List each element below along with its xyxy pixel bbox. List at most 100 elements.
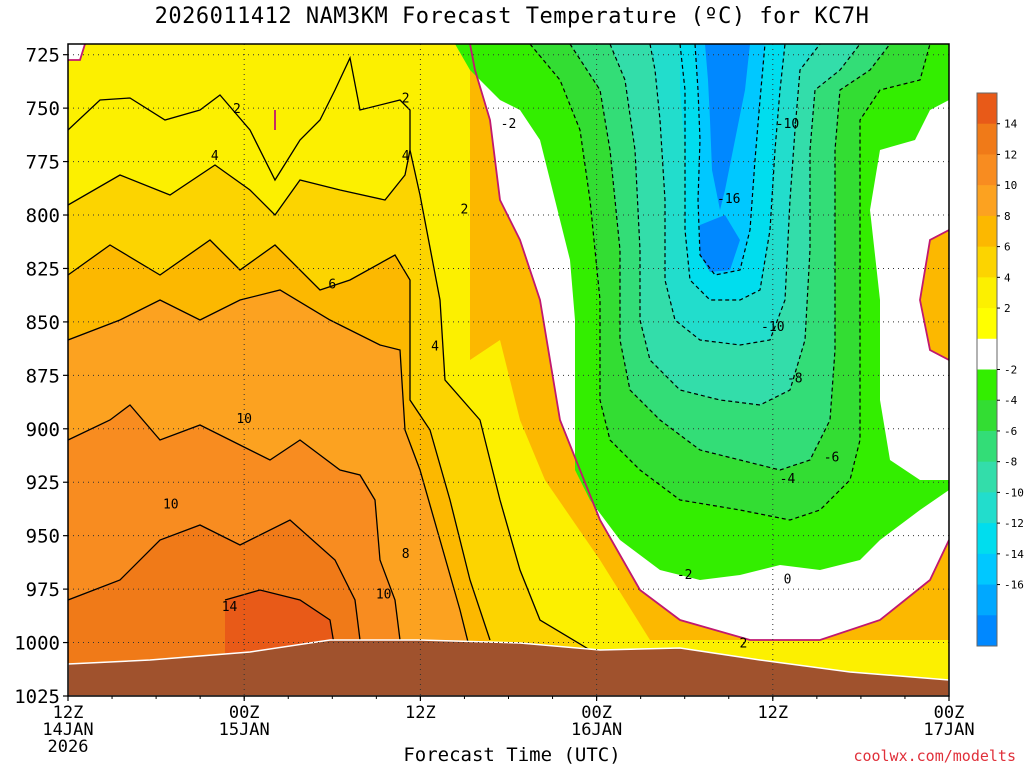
colorbar-swatch [977,308,997,340]
y-tick-label: 775 [26,152,60,174]
contour-label: 4 [402,149,410,164]
y-tick-label: 975 [26,579,60,601]
colorbar-swatch [977,553,997,586]
contour-label: -10 [776,117,799,132]
x-tick-label: 16JAN [571,720,622,740]
colorbar-swatch [977,277,997,309]
colorbar-swatch [977,461,997,493]
colorbar-label: 4 [1004,271,1011,284]
y-tick-label: 875 [26,365,60,387]
contour-label: -4 [780,472,796,487]
y-tick-label: 725 [26,45,60,67]
contour-line [529,44,931,521]
contour-line [609,44,861,406]
freezing-line [919,229,949,361]
colorbar-swatch [977,400,997,432]
contour-label: -2 [677,568,693,583]
chart-title: 2026011412 NAM3KM Forecast Temperature (… [154,4,870,29]
x-tick-label: 15JAN [219,720,270,740]
colorbar-swatch [977,185,997,217]
colorbar-label: -4 [1004,394,1018,407]
y-tick-label: 750 [26,98,60,120]
contour-label: 2 [461,203,469,218]
colorbar: 14 12 10 8 6 4 2 -2 -4 -6 -8 -10 -12 -14 -16 [976,92,1024,647]
colorbar-label: -6 [1004,425,1017,438]
colorbar-label: -14 [1004,548,1024,561]
contour-line [68,289,471,651]
colorbar-swatch [977,123,997,155]
colorbar-label: 14 [1004,118,1018,131]
colorbar-swatch [977,338,997,370]
colorbar-label: 12 [1004,148,1017,161]
colorbar-swatch [977,492,997,524]
credit-link[interactable]: coolwx.com/modelts [853,747,1016,765]
colorbar-swatch [977,246,997,278]
contour-labels: 2 2 4 4 -2 2 6 4 10 10 8 10 14 -16 -10 -10 -8 -6 -4 -2 0 2 [163,91,839,651]
y-tick-label: 925 [26,472,60,494]
contour-line [224,589,336,651]
contour-line [694,44,766,276]
colorbar-label: 6 [1004,241,1011,254]
x-tick-label: 00Z [934,703,965,723]
contour-label: 2 [402,91,410,106]
colorbar-label: -10 [1004,486,1024,499]
terrain-ground [68,639,949,696]
y-tick-label: 800 [26,205,60,227]
y-tick-label: 825 [26,258,60,280]
contour-line [68,519,361,641]
y-tick-label: 1025 [14,686,60,708]
contour-line [68,404,401,641]
contour-line [68,149,591,651]
contour-label: 2 [233,102,241,117]
contour-label: 4 [431,339,439,354]
colorbar-swatch [977,154,997,186]
contour-label: -10 [761,320,784,335]
contour-label: -8 [787,371,803,386]
colorbar-label: 8 [1004,210,1011,223]
y-tick-label: 1000 [14,633,60,655]
temperature-fill-layer [68,44,949,696]
contour-label: 10 [236,412,252,427]
colorbar-swatch [977,215,997,248]
colorbar-label: -16 [1004,579,1024,592]
contour-line [68,55,411,182]
fill-14-plus [225,590,335,660]
colorbar-label: -8 [1004,456,1017,469]
colorbar-swatch [977,430,997,463]
x-tick-label: 17JAN [923,720,974,740]
contour-lines [68,55,591,651]
freezing-line [469,44,949,641]
contour-label: 2 [740,637,748,652]
contour-label: 10 [376,587,392,602]
contour-label: 4 [211,149,219,164]
contour-line [68,239,491,641]
colorbar-label: 2 [1004,302,1011,315]
colorbar-label: -12 [1004,517,1024,530]
x-tick-label: 14JAN [42,720,93,740]
contour-label: -16 [717,192,740,207]
x-tick-label: 12Z [405,703,436,723]
y-tick-label: 950 [26,526,60,548]
contour-label: 0 [784,572,792,587]
colorbar-swatch [977,523,997,555]
y-tick-label: 850 [26,312,60,334]
colorbar-swatch [977,615,997,647]
contour-label: 8 [402,547,410,562]
x-tick-label: 00Z [229,703,260,723]
colorbar-label: -2 [1004,364,1017,377]
colorbar-swatch [977,584,997,616]
x-tick-label: 12Z [53,703,84,723]
contour-label: -2 [501,117,517,132]
contour-line [649,44,821,346]
x-tick-label: 2026 [48,737,89,757]
colorbar-swatch [977,93,997,125]
fill-below-minus16 [700,44,750,272]
freezing-line [68,44,86,61]
negative-contour-lines [529,44,931,521]
x-tick-label: 00Z [581,703,612,723]
x-axis-label: Forecast Time (UTC) [403,744,621,766]
y-tick-label: 900 [26,419,60,441]
x-tick-label: 12Z [757,703,788,723]
colorbar-swatch [977,369,997,401]
